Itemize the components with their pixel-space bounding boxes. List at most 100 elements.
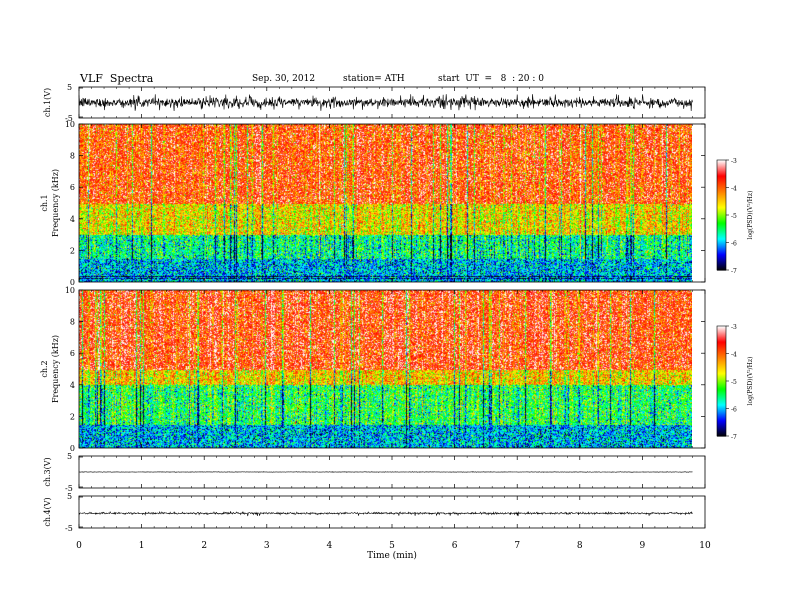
ch2-spectrogram-colorbar-cell bbox=[717, 392, 726, 394]
ch1-spectrogram-colorbar-cell bbox=[717, 175, 726, 178]
ch2-spectrogram-colorbar-cell bbox=[717, 361, 726, 364]
ch2-spectrogram-ytick-label: 4 bbox=[70, 381, 75, 390]
ch1-spectrogram-colorbar-cell bbox=[717, 256, 726, 258]
ch1-spectrogram-colorbar-cell bbox=[717, 192, 726, 194]
ch2-spectrogram-colorbar-cell bbox=[717, 360, 726, 363]
ch1-spectrogram-colorbar-cell bbox=[717, 252, 726, 255]
ch2-spectrogram-ylabel: Frequency (kHz) bbox=[51, 335, 60, 403]
ch2-spectrogram-colorbar-cell bbox=[717, 375, 726, 378]
ch2-spectrogram-channel-label: ch.2 bbox=[40, 360, 49, 377]
ch1-spectrogram-colorbar-cell bbox=[717, 223, 726, 225]
x-tick-label: 6 bbox=[452, 541, 458, 551]
ch1-spectrogram-ytick-label: 0 bbox=[70, 278, 75, 287]
ch1-spectrogram-colorbar-tick-label: -4 bbox=[731, 186, 737, 193]
ch2-spectrogram-colorbar-cell bbox=[717, 423, 726, 425]
ch1-spectrogram-colorbar-cell bbox=[717, 235, 726, 237]
ch2-spectrogram-colorbar-cell bbox=[717, 357, 726, 359]
ch1-spectrogram-colorbar-cell bbox=[717, 254, 726, 256]
ch1-waveform-ytick-label: -5 bbox=[65, 114, 73, 123]
ch1-spectrogram-colorbar-cell bbox=[717, 189, 726, 191]
ch1-spectrogram-ytick-label: 2 bbox=[70, 246, 75, 255]
ch1-spectrogram-colorbar-cell bbox=[717, 193, 726, 195]
ch1-spectrogram-colorbar-cell bbox=[717, 237, 726, 239]
ch1-spectrogram-colorbar-cell bbox=[717, 239, 726, 242]
ch2-spectrogram-colorbar-cell bbox=[717, 346, 726, 348]
ch2-spectrogram-ytick-label: 0 bbox=[70, 444, 75, 453]
ch2-spectrogram-colorbar-cell bbox=[717, 331, 726, 334]
ch1-spectrogram-colorbar-tick-label: -3 bbox=[731, 158, 737, 165]
ch1-spectrogram-colorbar-cell bbox=[717, 219, 726, 222]
ch2-spectrogram-colorbar-cell bbox=[717, 404, 726, 407]
x-tick-label: 0 bbox=[76, 541, 82, 551]
ch1-spectrogram-colorbar-cell bbox=[717, 261, 726, 264]
ch2-spectrogram-colorbar-cell bbox=[717, 370, 726, 373]
ch2-spectrogram-colorbar-cell bbox=[717, 349, 726, 352]
ch2-spectrogram-colorbar-cell bbox=[717, 337, 726, 339]
ch2-spectrogram-colorbar-cell bbox=[717, 350, 726, 353]
ch2-spectrogram-colorbar-cell bbox=[717, 420, 726, 422]
ch2-spectrogram-colorbar-cell bbox=[717, 351, 726, 354]
ch1-spectrogram-colorbar-cell bbox=[717, 257, 726, 259]
ch2-spectrogram-colorbar-cell bbox=[717, 366, 726, 368]
ch2-spectrogram-colorbar-cell bbox=[717, 416, 726, 419]
ch2-spectrogram-colorbar-cell bbox=[717, 377, 726, 379]
ch4-waveform: 5 -5 ch.4(V) 0 1 2 3 4 5 6 7 8 9 10 Time (min) bbox=[43, 492, 711, 561]
ch2-spectrogram-colorbar-cell bbox=[717, 343, 726, 345]
ch2-spectrogram-colorbar-cell bbox=[717, 348, 726, 351]
ch2-spectrogram-colorbar-cell bbox=[717, 371, 726, 374]
ch1-spectrogram-colorbar-cell bbox=[717, 217, 726, 220]
ch2-spectrogram-colorbar-cell bbox=[717, 407, 726, 410]
ch2-spectrogram-colorbar-cell bbox=[717, 355, 726, 357]
ch2-spectrogram-colorbar-cell bbox=[717, 413, 726, 415]
ch2-spectrogram-colorbar-cell bbox=[717, 338, 726, 341]
ch2-spectrogram-colorbar-cell bbox=[717, 387, 726, 389]
ch2-spectrogram-colorbar-cell bbox=[717, 414, 726, 417]
ch2-spectrogram-colorbar-cell bbox=[717, 369, 726, 371]
ch2-spectrogram-colorbar-cell bbox=[717, 397, 726, 400]
ch1-spectrogram-colorbar-cell bbox=[717, 199, 726, 201]
ch1-spectrogram-colorbar-cell bbox=[717, 210, 726, 212]
ch1-spectrogram-colorbar-cell bbox=[717, 186, 726, 189]
ch2-spectrogram-colorbar-cell bbox=[717, 396, 726, 399]
ch1-spectrogram-colorbar-cell bbox=[717, 188, 726, 190]
ch1-spectrogram-colorbar-cell bbox=[717, 170, 726, 172]
ch1-spectrogram-colorbar-cell bbox=[717, 227, 726, 230]
ch1-spectrogram-colorbar-cell bbox=[717, 226, 726, 229]
ch1-spectrogram-ytick-label: 10 bbox=[65, 120, 75, 129]
ch2-spectrogram-colorbar-cell bbox=[717, 345, 726, 347]
ch2-spectrogram-colorbar-cell bbox=[717, 390, 726, 392]
ch2-spectrogram-colorbar-cell bbox=[717, 342, 726, 345]
ch2-spectrogram-colorbar-cell bbox=[717, 353, 726, 356]
ch1-spectrogram-colorbar-cell bbox=[717, 173, 726, 176]
x-tick-label: 1 bbox=[139, 541, 145, 551]
ch1-spectrogram-colorbar-cell bbox=[717, 266, 726, 268]
ch2-spectrogram-colorbar-cell bbox=[717, 418, 726, 421]
ch2-spectrogram-colorbar-cell bbox=[717, 430, 726, 433]
x-tick-label: 3 bbox=[264, 541, 270, 551]
ch2-spectrogram-colorbar-cell bbox=[717, 388, 726, 390]
ch2-spectrogram-colorbar-cell bbox=[717, 332, 726, 334]
ch2-spectrogram-colorbar-cell bbox=[717, 398, 726, 400]
ch3-waveform-ylabel: ch.3(V) bbox=[43, 457, 52, 486]
ch3-waveform-ytick-label: -5 bbox=[65, 484, 73, 493]
ch2-spectrogram-colorbar-cell bbox=[717, 335, 726, 337]
ch1-spectrogram-colorbar-cell bbox=[717, 201, 726, 203]
ch2-spectrogram-colorbar-cell bbox=[717, 392, 726, 395]
ch1-spectrogram-colorbar-cell bbox=[717, 228, 726, 231]
ch1-spectrogram-colorbar-cell bbox=[717, 249, 726, 252]
ch1-spectrogram-colorbar-cell bbox=[717, 180, 726, 182]
x-axis-label: Time (min) bbox=[367, 550, 417, 561]
ch3-waveform: 5 -5 ch.3(V) bbox=[43, 452, 693, 493]
ch2-spectrogram-colorbar-cell bbox=[717, 401, 726, 403]
ch1-spectrogram-colorbar-cell bbox=[717, 264, 726, 267]
ch1-spectrogram-colorbar-cell bbox=[717, 164, 726, 167]
ch1-spectrogram-colorbar-cell bbox=[717, 177, 726, 179]
ch2-spectrogram-colorbar-cell bbox=[717, 327, 726, 330]
ch1-spectrogram-colorbar-cell bbox=[717, 185, 726, 188]
ch1-spectrogram-colorbar-cell bbox=[717, 161, 726, 164]
ch1-spectrogram-colorbar-cell bbox=[717, 245, 726, 247]
ch2-spectrogram-colorbar-cell bbox=[717, 386, 726, 389]
ch2-spectrogram-colorbar-cell bbox=[717, 417, 726, 420]
ch1-spectrogram-colorbar-cell bbox=[717, 182, 726, 185]
